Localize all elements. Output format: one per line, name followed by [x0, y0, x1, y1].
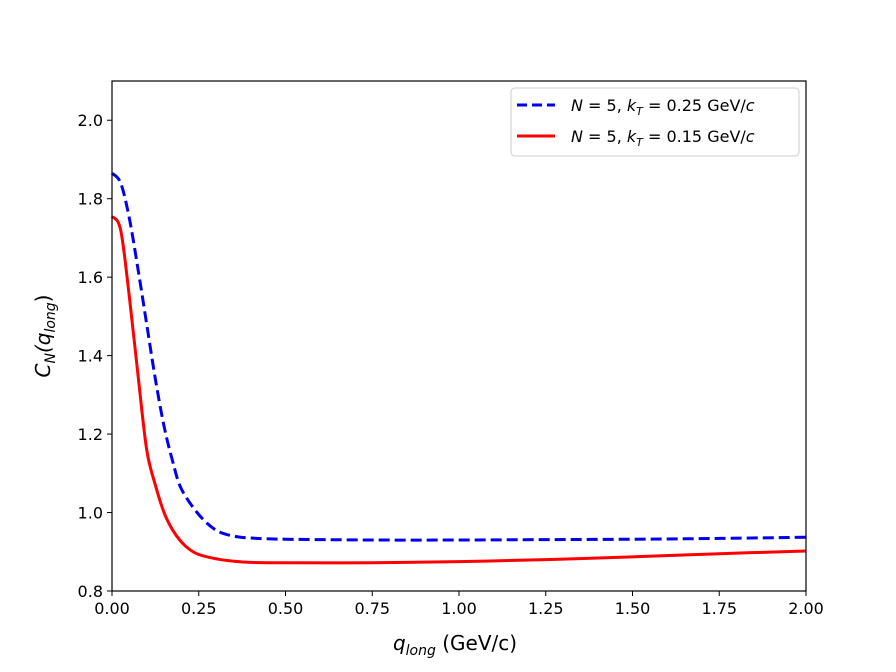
x-tick-label: 0.50 [268, 599, 304, 618]
x-tick-label: 2.00 [788, 599, 824, 618]
legend-box [510, 87, 800, 157]
series-line-0 [110, 172, 807, 542]
series-layer [110, 172, 807, 565]
y-axis: 0.8 1.0 1.2 1.4 1.6 1.8 2.0 [78, 111, 112, 601]
y-tick-label: 1.2 [78, 425, 103, 444]
x-tick-label: 0.00 [94, 599, 130, 618]
y-tick-label: 1.0 [78, 504, 103, 523]
x-tick-label: 1.50 [615, 599, 651, 618]
y-tick-label: 1.6 [78, 268, 103, 287]
legend-label-0: N = 5, kT = 0.25 GeV/c [571, 96, 755, 118]
x-axis-label: qlong (GeV/c) [393, 631, 517, 659]
y-tick-label: 0.8 [78, 582, 103, 601]
x-tick-label: 0.75 [354, 599, 390, 618]
legend-label-1: N = 5, kT = 0.15 GeV/c [571, 127, 755, 149]
y-axis-label: CN(qlong) [31, 295, 59, 378]
plot-frame [111, 80, 807, 592]
x-tick-label: 1.00 [441, 599, 477, 618]
x-tick-label: 1.25 [528, 599, 564, 618]
x-tick-label: 1.75 [701, 599, 737, 618]
y-tick-label: 2.0 [78, 111, 103, 130]
legend: N = 5, kT = 0.25 GeV/c N = 5, kT = 0.15 … [510, 87, 800, 157]
series-line-1 [110, 215, 807, 565]
y-tick-label: 1.8 [78, 190, 103, 209]
x-axis: 0.00 0.25 0.50 0.75 1.00 1.25 1.50 1.75 2.00 [94, 591, 824, 618]
x-tick-label: 0.25 [181, 599, 217, 618]
y-tick-label: 1.4 [78, 347, 103, 366]
